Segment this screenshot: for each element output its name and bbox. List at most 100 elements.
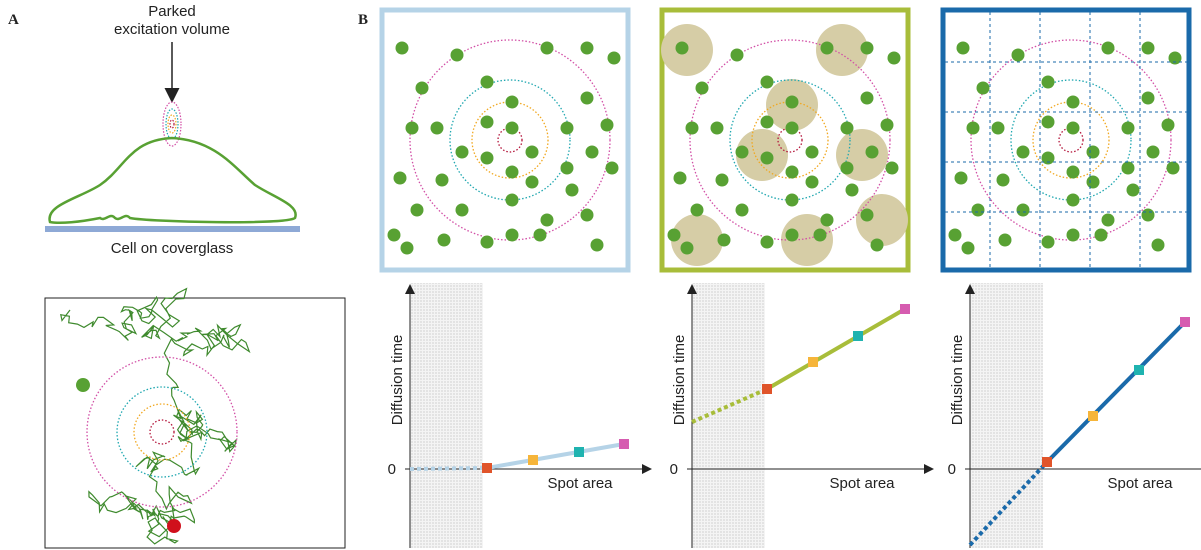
- molecule: [394, 172, 407, 185]
- molecule: [438, 234, 451, 247]
- figure: A B Parked excitation volume Cell on cov…: [0, 0, 1201, 550]
- molecule: [686, 122, 699, 135]
- molecule: [761, 116, 774, 129]
- annotation: excitation volume: [114, 21, 230, 38]
- molecule: [881, 119, 894, 132]
- simulation-box: [661, 10, 908, 270]
- molecule: [1042, 116, 1055, 129]
- molecule: [967, 122, 980, 135]
- molecule: [841, 162, 854, 175]
- measurement: [1042, 457, 1052, 467]
- molecule: [1042, 152, 1055, 165]
- panel-label: A: [8, 12, 19, 28]
- molecule: [786, 229, 799, 242]
- origin-label: 0: [948, 461, 956, 478]
- molecule: [416, 82, 429, 95]
- molecule: [871, 239, 884, 252]
- molecule: [786, 166, 799, 179]
- molecule: [731, 49, 744, 62]
- molecule: [992, 122, 1005, 135]
- molecule: [1095, 229, 1108, 242]
- molecule: [696, 82, 709, 95]
- molecule: [1142, 42, 1155, 55]
- measurement: [528, 455, 538, 465]
- molecule: [972, 204, 985, 217]
- molecule: [1012, 49, 1025, 62]
- molecule: [1152, 239, 1165, 252]
- molecule: [1042, 236, 1055, 249]
- measurement: [1180, 317, 1190, 327]
- molecule: [861, 209, 874, 222]
- molecule: [411, 204, 424, 217]
- diffusion-plot: 0Spot areaDiffusion time: [388, 283, 650, 548]
- domain: [671, 214, 723, 266]
- molecule: [431, 122, 444, 135]
- molecule: [1087, 176, 1100, 189]
- y-axis-label: Diffusion time: [671, 335, 688, 426]
- molecule: [586, 146, 599, 159]
- measurement: [482, 463, 492, 473]
- molecule: [456, 204, 469, 217]
- molecule: [681, 242, 694, 255]
- molecule: [526, 146, 539, 159]
- molecule: [691, 204, 704, 217]
- molecule: [674, 172, 687, 185]
- molecule: [481, 116, 494, 129]
- molecule: [581, 92, 594, 105]
- molecule: [1067, 122, 1080, 135]
- molecule: [955, 172, 968, 185]
- molecule: [1147, 146, 1160, 159]
- molecule: [846, 184, 859, 197]
- y-axis-label: Diffusion time: [389, 335, 406, 426]
- molecule: [957, 42, 970, 55]
- molecule: [506, 96, 519, 109]
- molecule: [581, 209, 594, 222]
- panel-b-boxes: [382, 10, 1189, 270]
- molecule: [997, 174, 1010, 187]
- caption: Cell on coverglass: [111, 240, 234, 257]
- end-point: [167, 519, 181, 533]
- diffusion-plot: 0Spot areaDiffusion time: [670, 283, 932, 548]
- molecule: [506, 166, 519, 179]
- measurement: [808, 357, 818, 367]
- molecule: [718, 234, 731, 247]
- x-axis-label: Spot area: [1107, 475, 1173, 492]
- molecule: [406, 122, 419, 135]
- molecule: [561, 122, 574, 135]
- measurement: [853, 331, 863, 341]
- molecule: [396, 42, 409, 55]
- molecule: [676, 42, 689, 55]
- molecule: [977, 82, 990, 95]
- molecule: [1067, 194, 1080, 207]
- molecule: [716, 174, 729, 187]
- molecule: [481, 76, 494, 89]
- molecule: [541, 214, 554, 227]
- simulation-box: [943, 10, 1189, 270]
- origin-label: 0: [670, 461, 678, 478]
- molecule: [821, 42, 834, 55]
- molecule: [761, 76, 774, 89]
- measurement: [900, 304, 910, 314]
- molecule: [886, 162, 899, 175]
- fit-line: [487, 444, 624, 468]
- molecule: [1042, 76, 1055, 89]
- molecule: [866, 146, 879, 159]
- molecule: [1127, 184, 1140, 197]
- molecule: [821, 214, 834, 227]
- measurement: [1088, 411, 1098, 421]
- molecule: [606, 162, 619, 175]
- molecule: [1102, 214, 1115, 227]
- molecule: [806, 146, 819, 159]
- excluded-region: [410, 283, 483, 548]
- molecule: [506, 122, 519, 135]
- measurement: [619, 439, 629, 449]
- molecule: [481, 152, 494, 165]
- molecule: [786, 194, 799, 207]
- molecule: [591, 239, 604, 252]
- panel-label: B: [358, 12, 368, 28]
- molecule: [949, 229, 962, 242]
- molecule: [566, 184, 579, 197]
- molecule: [1142, 209, 1155, 222]
- molecule: [1162, 119, 1175, 132]
